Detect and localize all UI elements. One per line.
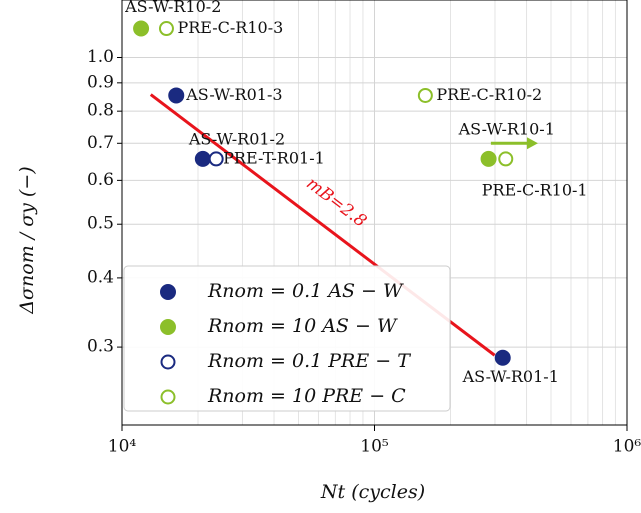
legend-label: Rnom = 10 PRE − C (207, 385, 406, 407)
y-tick-label: 0.6 (87, 170, 114, 190)
y-tick-label: 0.9 (87, 72, 114, 92)
legend-label: Rnom = 0.1 PRE − T (207, 350, 411, 372)
legend-marker (160, 389, 176, 405)
data-point (194, 150, 211, 167)
point-label: AS-W-R10-2 (124, 0, 221, 16)
point-label: AS-W-R01-2 (188, 129, 285, 148)
x-tick-label: 10⁴ (108, 437, 137, 457)
y-axis-label: Δσnom / σy (−) (16, 166, 38, 314)
data-point (417, 87, 433, 103)
point-label: AS-W-R01-3 (185, 85, 282, 104)
point-label: PRE-C-R10-1 (482, 180, 588, 199)
data-point (208, 151, 224, 167)
x-tick-label: 10⁵ (360, 437, 389, 457)
x-tick-label: 10⁶ (613, 437, 641, 457)
point-label: PRE-T-R01-1 (223, 148, 325, 167)
data-point (494, 349, 511, 366)
y-tick-label: 0.4 (87, 267, 114, 287)
data-point (498, 151, 514, 167)
plot-frame (121, 0, 628, 426)
point-label: PRE-C-R10-3 (177, 18, 283, 37)
legend-marker (160, 354, 176, 370)
arrow-head (526, 137, 538, 150)
y-tick-label: 0.8 (87, 101, 114, 121)
y-tick-label: 0.7 (87, 133, 114, 153)
point-label: PRE-C-R10-2 (436, 85, 542, 104)
data-point (158, 21, 174, 37)
x-axis-label: Nt (cycles) (320, 481, 425, 503)
y-tick-label: 1.0 (87, 47, 114, 67)
data-point (168, 87, 185, 104)
point-label: AS-W-R10-1 (458, 119, 555, 138)
legend-label: Rnom = 10 AS − W (207, 315, 398, 337)
point-label: AS-W-R01-1 (462, 367, 559, 386)
data-point (480, 150, 497, 167)
legend-marker (160, 319, 176, 335)
legend-marker (160, 284, 176, 300)
legend-box (123, 265, 451, 412)
y-tick-label: 0.3 (87, 337, 114, 357)
data-point (133, 20, 150, 37)
legend-label: Rnom = 0.1 AS − W (207, 280, 404, 302)
y-tick-label: 0.5 (87, 214, 114, 234)
fit-label: mB=2.8 (302, 174, 370, 232)
